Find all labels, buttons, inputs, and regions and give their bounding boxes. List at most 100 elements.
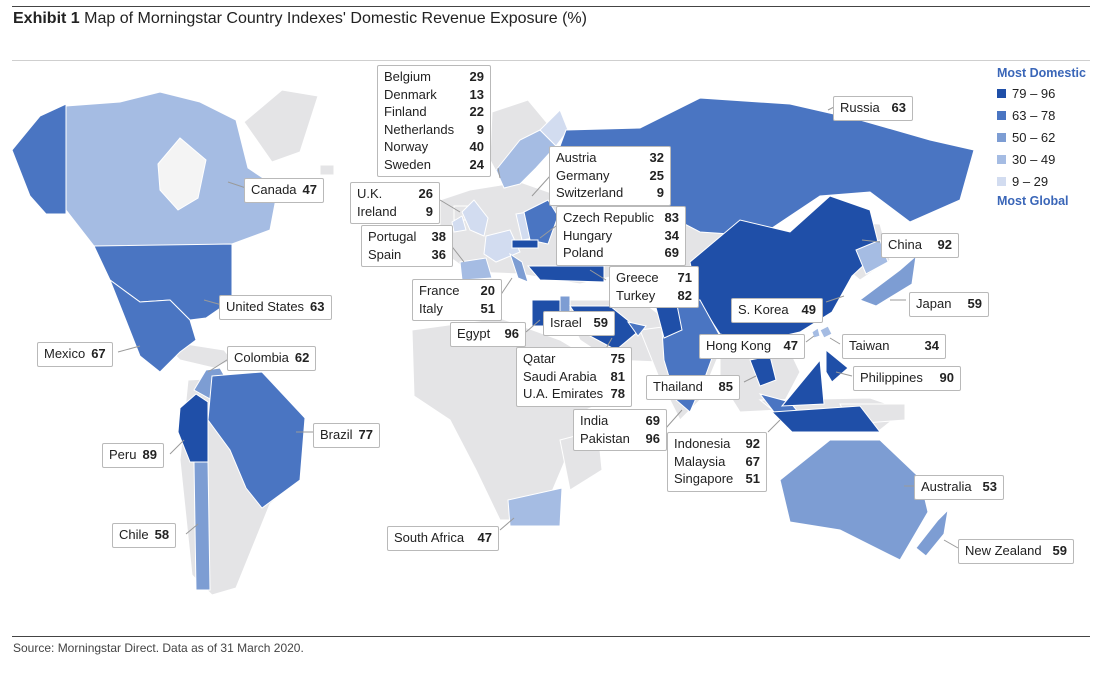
label-china: China 92 xyxy=(881,233,959,258)
label-gulf: Qatar 75 Saudi Arabia 81 U.A. Emirates 78 xyxy=(516,347,632,407)
canada-inlet xyxy=(157,137,207,211)
country-italy xyxy=(509,252,529,283)
country-greece-turkey xyxy=(526,265,605,283)
country-philippines-south xyxy=(780,358,825,407)
legend-swatch xyxy=(997,176,1006,186)
label-south-africa: South Africa 47 xyxy=(387,526,499,551)
label-new-zealand: New Zealand 59 xyxy=(958,539,1074,564)
source-note: Source: Morningstar Direct. Data as of 3… xyxy=(13,641,304,655)
label-japan: Japan 59 xyxy=(909,292,989,317)
country-poland xyxy=(523,199,559,245)
country-taiwan xyxy=(819,325,833,339)
label-israel: Israel 59 xyxy=(543,311,615,336)
country-mexico xyxy=(108,278,197,373)
connector-czech xyxy=(539,225,557,239)
label-greece: Greece 71 Turkey 82 xyxy=(609,266,699,308)
label-iberia: Portugal 38 Spain 36 xyxy=(361,225,453,267)
land-greenland xyxy=(243,89,319,163)
connector-philippines xyxy=(835,371,853,377)
country-czech xyxy=(511,239,539,249)
connector-taiwan xyxy=(829,337,841,345)
label-hongkong: Hong Kong 47 xyxy=(699,334,805,359)
connector-france xyxy=(499,277,513,297)
country-scandinavia xyxy=(495,129,557,189)
connector-mexico xyxy=(117,345,141,353)
label-philippines: Philippines 90 xyxy=(853,366,961,391)
label-uk: U.K. 26 Ireland 9 xyxy=(350,182,440,224)
top-rule xyxy=(12,6,1090,7)
legend-item: 9 – 29 xyxy=(997,170,1086,192)
label-skorea: S. Korea 49 xyxy=(731,298,823,323)
label-australia: Australia 53 xyxy=(914,475,1004,500)
connector-hongkong xyxy=(805,335,815,343)
connector-new-zealand xyxy=(943,539,959,549)
land-bering xyxy=(319,164,335,176)
label-chile: Chile 58 xyxy=(112,523,177,548)
legend-item: 63 – 78 xyxy=(997,104,1086,126)
page-title: Exhibit 1 Map of Morningstar Country Ind… xyxy=(13,10,587,28)
country-alaska xyxy=(11,103,67,215)
connector-china xyxy=(861,239,881,243)
label-taiwan: Taiwan 34 xyxy=(842,334,946,359)
connector-skorea xyxy=(825,295,845,303)
country-new-zealand xyxy=(915,508,949,557)
label-czech: Czech Republic 83 Hungary 34 Poland 69 xyxy=(556,206,686,266)
country-shapes xyxy=(11,91,975,591)
label-sea: Indonesia 92 Malaysia 67 Singapore 51 xyxy=(667,432,767,492)
country-uk xyxy=(461,199,489,237)
connector-colombia xyxy=(207,357,231,373)
label-thailand: Thailand 85 xyxy=(646,375,740,400)
label-india: India 69 Pakistan 96 xyxy=(573,409,667,451)
country-japan xyxy=(858,254,917,307)
legend-bottom-label: Most Global xyxy=(997,194,1069,208)
bottom-rule xyxy=(12,636,1090,637)
connector-egypt xyxy=(525,319,541,333)
connector-india xyxy=(665,409,683,429)
country-indonesia xyxy=(770,405,882,433)
label-russia: Russia 63 xyxy=(833,96,913,121)
connector-greece xyxy=(589,269,607,281)
legend-item: 30 – 49 xyxy=(997,148,1086,170)
country-south-africa xyxy=(507,487,563,527)
country-israel xyxy=(559,295,571,313)
legend-item: 50 – 62 xyxy=(997,126,1086,148)
connector-uk xyxy=(439,199,461,213)
connector-austria xyxy=(531,175,551,197)
country-iberia xyxy=(459,257,493,281)
label-peru: Peru 89 xyxy=(102,443,164,468)
label-mexico: Mexico 67 xyxy=(37,342,113,367)
country-chile xyxy=(193,461,211,591)
legend-top-label: Most Domestic xyxy=(997,66,1086,80)
country-korea xyxy=(855,239,889,275)
legend-swatch xyxy=(997,132,1006,142)
legend-swatch xyxy=(997,154,1006,164)
exhibit-number: Exhibit 1 xyxy=(13,10,80,27)
legend-item: 79 – 96 xyxy=(997,82,1086,104)
label-egypt: Egypt 96 xyxy=(450,322,526,347)
label-connectors xyxy=(117,105,959,549)
label-colombia: Colombia 62 xyxy=(227,346,317,371)
label-brazil: Brazil 77 xyxy=(313,423,380,448)
country-philippines xyxy=(825,348,849,383)
country-ireland xyxy=(451,215,467,233)
country-gulf-small xyxy=(626,321,647,337)
country-brazil xyxy=(207,371,306,509)
connector-peru xyxy=(169,439,185,455)
title-divider xyxy=(12,60,1090,61)
country-france xyxy=(483,229,521,263)
map-legend: Most Domestic 79 – 96 63 – 78 50 – 62 30… xyxy=(997,66,1086,208)
exhibit-title: Map of Morningstar Country Indexes' Dome… xyxy=(84,10,587,27)
label-austria: Austria 32 Germany 25 Switzerland 9 xyxy=(549,146,671,206)
label-canada: Canada 47 xyxy=(244,178,325,203)
country-australia xyxy=(779,439,929,561)
label-us: United States 63 xyxy=(219,295,332,320)
legend-swatch xyxy=(997,110,1006,120)
connector-nordic xyxy=(497,167,501,179)
connector-canada xyxy=(227,181,247,189)
connector-chile xyxy=(185,523,199,535)
label-france: France 20 Italy 51 xyxy=(412,279,502,321)
connector-thailand xyxy=(743,375,757,383)
label-nordic: Belgium 29 Denmark 13 Finland 22 Netherland… xyxy=(377,65,491,177)
connector-south-africa xyxy=(499,517,515,531)
legend-swatch xyxy=(997,88,1006,98)
